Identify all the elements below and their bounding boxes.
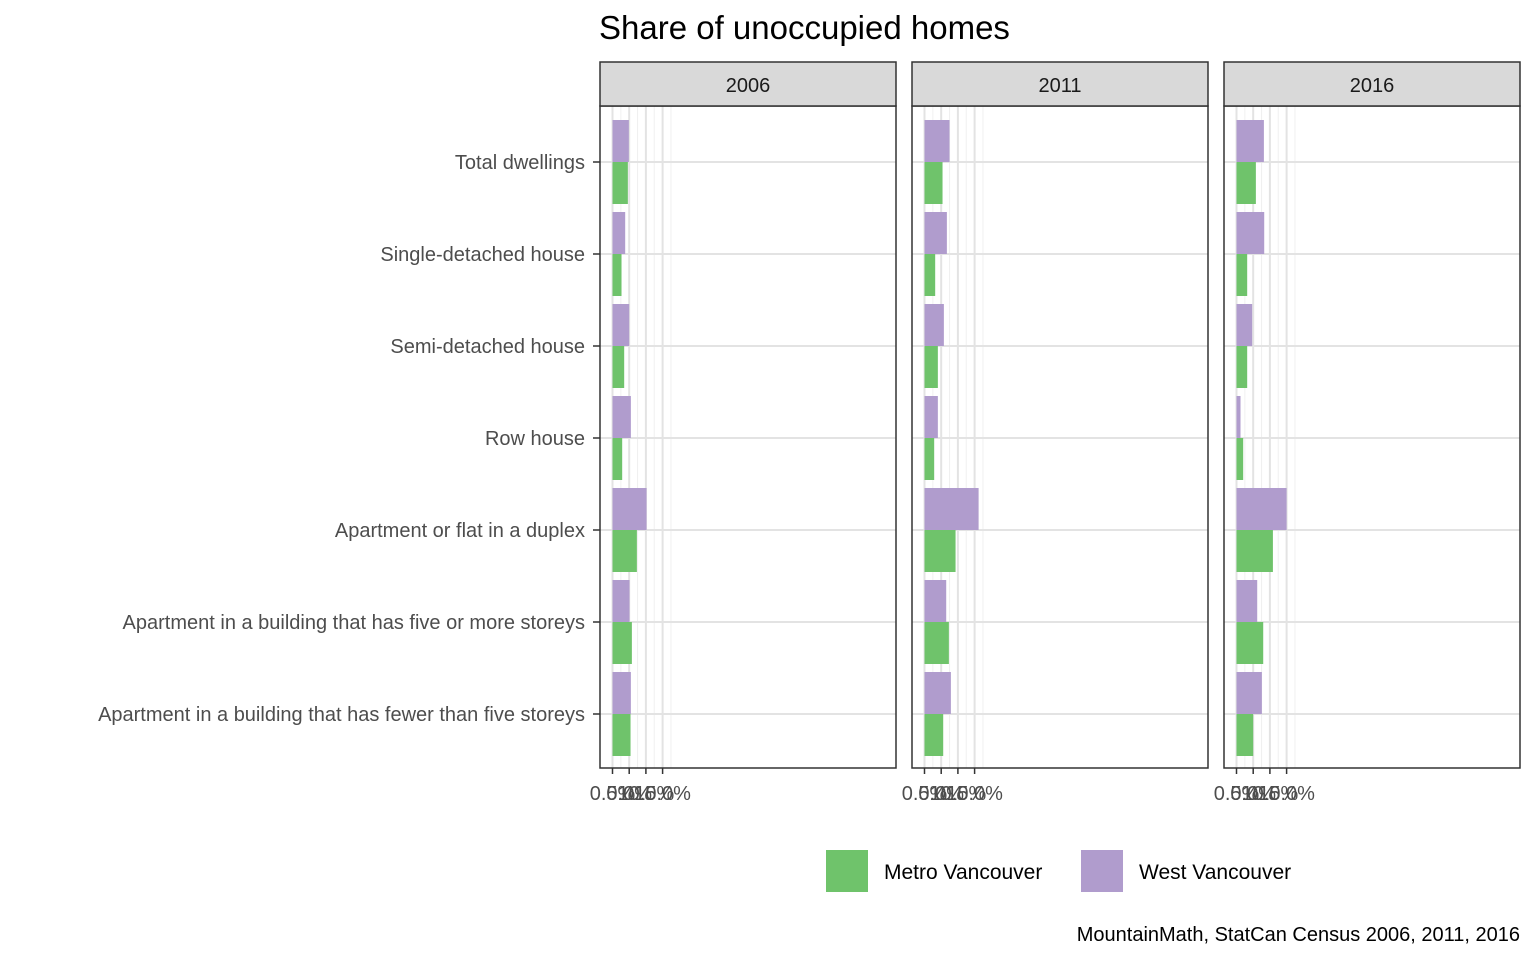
bar-west-vancouver xyxy=(612,580,630,622)
category-label: Row house xyxy=(485,428,585,450)
category-label: Total dwellings xyxy=(455,152,585,174)
legend-label: West Vancouver xyxy=(1139,861,1291,884)
bar-west-vancouver xyxy=(924,212,947,254)
chart-caption: MountainMath, StatCan Census 2006, 2011,… xyxy=(1077,924,1520,946)
category-label: Semi-detached house xyxy=(390,336,585,358)
bar-metro-vancouver xyxy=(924,254,936,296)
x-tick-label: 0.0% xyxy=(1214,783,1260,805)
bar-west-vancouver xyxy=(924,304,944,346)
bar-metro-vancouver xyxy=(612,254,622,296)
bar-west-vancouver xyxy=(1236,580,1258,622)
category-axis: Total dwellings Single-detached house Semi… xyxy=(98,152,600,726)
category-label: Apartment in a building that has five or… xyxy=(123,612,585,634)
bar-metro-vancouver xyxy=(612,714,631,756)
facet-panel-2016: 2016 0.0%5.0%10.0%15.0% xyxy=(1214,61,1521,805)
bar-west-vancouver xyxy=(612,672,631,714)
bar-west-vancouver xyxy=(1236,120,1264,162)
bar-metro-vancouver xyxy=(1236,438,1244,480)
bar-metro-vancouver xyxy=(924,714,944,756)
bar-metro-vancouver xyxy=(924,346,938,388)
bar-metro-vancouver xyxy=(1236,346,1248,388)
bar-metro-vancouver xyxy=(612,438,623,480)
category-label: Single-detached house xyxy=(380,244,585,266)
x-tick-label: 15.0% xyxy=(946,783,1003,805)
x-tick-label: 10.0% xyxy=(1242,783,1299,805)
bar-metro-vancouver xyxy=(1236,714,1254,756)
bar-west-vancouver xyxy=(924,488,979,530)
legend: Metro Vancouver West Vancouver xyxy=(826,850,1291,892)
bar-metro-vancouver xyxy=(1236,254,1248,296)
bar-metro-vancouver xyxy=(612,530,637,572)
facet-strip xyxy=(911,61,1209,107)
facet-strip-label: 2011 xyxy=(1038,75,1081,97)
bar-west-vancouver xyxy=(1236,672,1262,714)
x-tick-label: 10.0% xyxy=(930,783,987,805)
facet-panel-2006: 2006 0.0%5.0%10.0%15.0% xyxy=(590,61,897,805)
legend-swatch xyxy=(1081,850,1123,892)
x-tick-label: 5.0% xyxy=(918,783,964,805)
x-tick-label: 5.0% xyxy=(606,783,652,805)
bar-west-vancouver xyxy=(924,120,950,162)
facet-strip xyxy=(1223,61,1521,107)
bar-west-vancouver xyxy=(612,488,647,530)
bar-west-vancouver xyxy=(1236,212,1265,254)
legend-swatch xyxy=(826,850,868,892)
x-tick-label: 0.0% xyxy=(590,783,636,805)
bar-west-vancouver xyxy=(924,672,951,714)
x-tick-label: 5.0% xyxy=(1230,783,1276,805)
bar-metro-vancouver xyxy=(924,162,943,204)
bar-west-vancouver xyxy=(612,212,626,254)
bar-metro-vancouver xyxy=(924,622,949,664)
bar-west-vancouver xyxy=(612,396,631,438)
bar-west-vancouver xyxy=(1236,396,1241,438)
facet-strip xyxy=(599,61,897,107)
bar-west-vancouver xyxy=(1236,304,1253,346)
bar-metro-vancouver xyxy=(612,622,632,664)
bar-metro-vancouver xyxy=(612,162,628,204)
x-tick-label: 15.0% xyxy=(634,783,691,805)
chart-panels: 20060.0%5.0%10.0%15.0%20110.0%5.0%10.0%1… xyxy=(590,61,1521,805)
x-tick-label: 0.0% xyxy=(902,783,948,805)
x-tick-label: 10.0% xyxy=(618,783,675,805)
legend-label: Metro Vancouver xyxy=(884,861,1042,884)
facet-strip-label: 2016 xyxy=(1350,75,1395,97)
x-tick-label: 15.0% xyxy=(1258,783,1315,805)
bar-west-vancouver xyxy=(1236,488,1287,530)
chart-title: Share of unoccupied homes xyxy=(599,9,1010,46)
bar-metro-vancouver xyxy=(1236,622,1264,664)
bar-west-vancouver xyxy=(924,396,938,438)
bar-metro-vancouver xyxy=(1236,530,1273,572)
category-label: Apartment or flat in a duplex xyxy=(335,520,585,542)
bar-metro-vancouver xyxy=(612,346,625,388)
bar-metro-vancouver xyxy=(924,530,956,572)
bar-metro-vancouver xyxy=(1236,162,1256,204)
bar-west-vancouver xyxy=(612,304,630,346)
legend-item: Metro Vancouver xyxy=(826,850,1042,892)
bar-west-vancouver xyxy=(924,580,947,622)
bar-metro-vancouver xyxy=(924,438,935,480)
legend-item: West Vancouver xyxy=(1081,850,1291,892)
category-label: Apartment in a building that has fewer t… xyxy=(98,704,585,726)
bar-west-vancouver xyxy=(612,120,629,162)
facet-panel-2011: 2011 0.0%5.0%10.0%15.0% xyxy=(902,61,1209,805)
facet-strip-label: 2006 xyxy=(726,75,771,97)
